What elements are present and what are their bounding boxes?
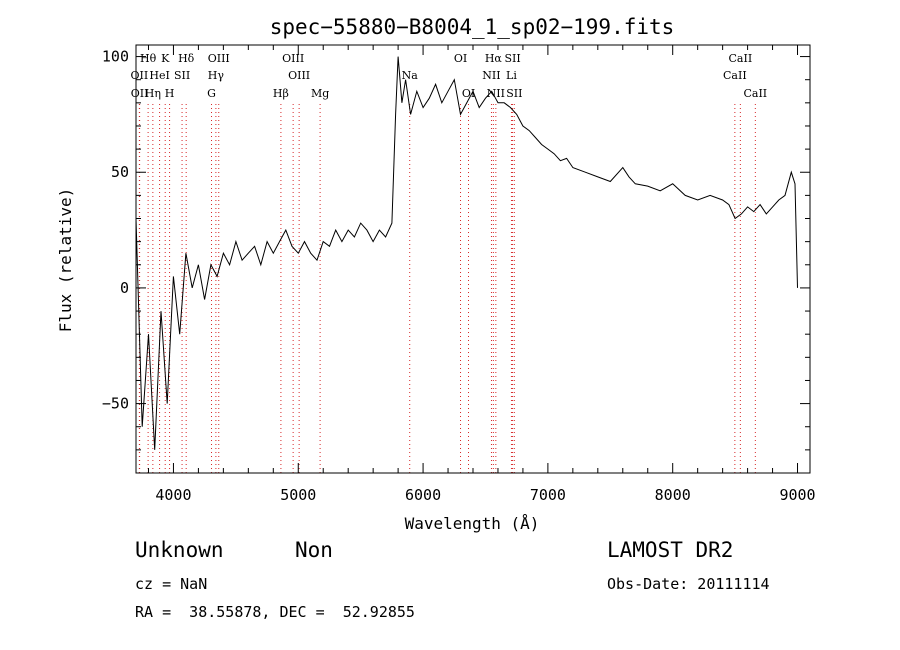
plot-axes: 4000 5000 6000 7000 8000 9000 −50 0 50 100 [102, 44, 816, 504]
marker-label-20: NII [482, 69, 500, 82]
marker-label-24: SII [506, 87, 522, 100]
chart-title: spec−55880−B8004_1_sp02−199.fits [270, 15, 675, 39]
survey-name: LAMOST DR2 [607, 538, 734, 562]
spectrum-line-0 [135, 56, 798, 450]
marker-label-17: OI [454, 52, 467, 65]
redshift-cz: cz = NaN [135, 575, 208, 593]
marker-label-1: OII [131, 69, 149, 82]
object-subclass: Non [295, 538, 333, 562]
x-axis-label: Wavelength (Å) [405, 514, 540, 533]
x-tick-label-6000: 6000 [405, 486, 441, 504]
ra-dec-coordinates: RA = 38.55878, DEC = 52.92855 [135, 603, 415, 621]
marker-label-5: Hη [145, 87, 161, 100]
observation-date: Obs-Date: 20111114 [607, 575, 770, 593]
marker-label-22: SII [504, 52, 520, 65]
marker-label-18: OI [462, 87, 475, 100]
marker-label-9: OIII [208, 52, 230, 65]
marker-label-7: SII [174, 69, 190, 82]
y-axis-label: Flux (relative) [56, 188, 75, 333]
marker-label-2: OII [131, 87, 149, 100]
y-tick-label-100: 100 [102, 48, 129, 66]
marker-label-12: OIII [282, 52, 304, 65]
marker-label-13: OIII [288, 69, 310, 82]
object-class: Unknown [135, 538, 224, 562]
marker-label-21: NII [487, 87, 505, 100]
marker-label-4: HeI [149, 69, 169, 82]
marker-label-25: CaII [729, 52, 753, 65]
marker-label-23: Li [506, 69, 517, 82]
marker-label-16: Na [402, 69, 419, 82]
y-tick-label-50: 50 [111, 163, 129, 181]
y-tick-label--50: −50 [102, 395, 129, 413]
marker-label-6: H [165, 87, 175, 100]
x-tick-label-7000: 7000 [530, 486, 566, 504]
y-tick-label-0: 0 [120, 279, 129, 297]
emission-line-markers: Hθ OII OII K HeI Hη H SII Hδ OIII Hγ G OIII OIII Hβ Mg N… [131, 52, 767, 473]
x-tick-label-5000: 5000 [280, 486, 316, 504]
x-tick-label-4000: 4000 [155, 486, 191, 504]
spectrum-series [135, 56, 798, 450]
marker-label-26: CaII [723, 69, 747, 82]
x-tick-label-9000: 9000 [779, 486, 815, 504]
marker-label-11: G [207, 87, 216, 100]
marker-label-14: Hβ [273, 87, 289, 100]
marker-label-0: Hθ [140, 52, 157, 65]
marker-label-8: Hδ [178, 52, 195, 65]
marker-label-3: K [161, 52, 170, 65]
marker-label-15: Mg [311, 87, 329, 100]
x-tick-label-8000: 8000 [655, 486, 691, 504]
marker-label-10: Hγ [208, 69, 225, 82]
marker-label-19: Hα [485, 52, 503, 65]
marker-label-27: CaII [743, 87, 767, 100]
plot-frame [135, 44, 811, 474]
